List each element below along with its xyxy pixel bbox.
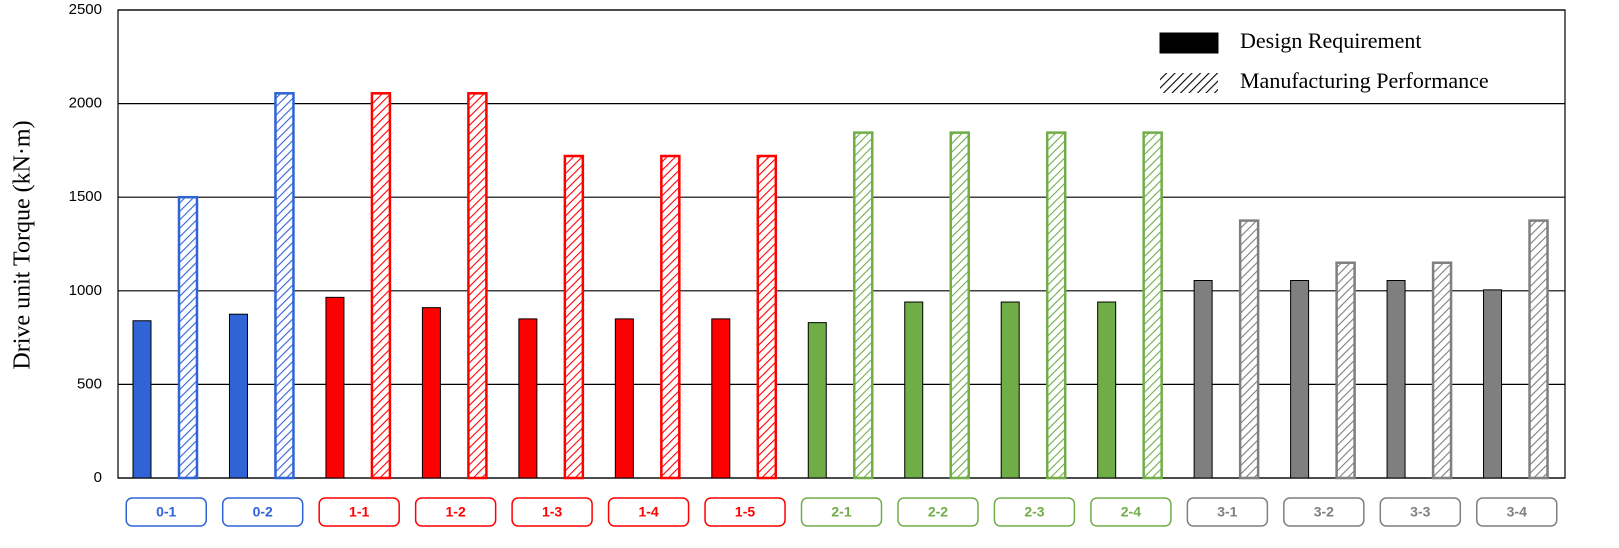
legend-label: Manufacturing Performance: [1240, 68, 1489, 93]
category-box: [1379, 497, 1462, 527]
bar: [1290, 280, 1310, 479]
bar: [660, 154, 681, 480]
bar: [228, 313, 248, 479]
x-tick-label: 1-1: [349, 504, 369, 520]
y-tick-label: 1000: [69, 282, 102, 299]
bar: [177, 195, 199, 480]
category-box: [993, 497, 1076, 527]
x-tick-label: 2-3: [1024, 504, 1044, 520]
y-tick-label: 2000: [69, 95, 102, 112]
bar: [711, 318, 731, 479]
bar: [1000, 301, 1020, 479]
bar: [132, 320, 152, 479]
x-tick-label: 1-3: [542, 504, 562, 520]
x-tick-label: 3-1: [1217, 504, 1237, 520]
bar: [370, 92, 392, 480]
bar: [1045, 131, 1067, 480]
category-box: [704, 497, 786, 527]
bar: [274, 92, 295, 480]
x-tick-label: 3-2: [1314, 504, 1334, 520]
category-box: [1090, 497, 1172, 527]
bar: [807, 322, 827, 479]
y-axis-label: Drive unit Torque (kN·m): [10, 120, 36, 369]
bar: [467, 92, 488, 480]
legend-label: Design Requirement: [1240, 28, 1421, 53]
x-tick-label: 1-2: [446, 504, 466, 520]
category-box: [511, 497, 593, 527]
x-tick-label: 3-4: [1507, 504, 1527, 520]
bar: [1097, 301, 1117, 479]
bar: [421, 307, 441, 479]
x-tick-label: 0-2: [253, 504, 273, 520]
y-tick-label: 2500: [69, 1, 102, 18]
x-tick-label: 1-5: [735, 504, 755, 520]
bar: [904, 301, 924, 479]
x-tick-label: 2-1: [831, 504, 851, 520]
category-box: [414, 497, 497, 527]
bar: [563, 154, 585, 480]
category-box: [897, 497, 979, 527]
plot-frame: [117, 9, 1566, 479]
bar: [325, 296, 345, 479]
bar: [614, 318, 634, 479]
category-box: [607, 497, 690, 527]
y-tick-label: 0: [94, 469, 102, 486]
x-tick-label: 0-1: [156, 504, 176, 520]
x-tick-label: 3-3: [1410, 504, 1430, 520]
y-tick-label: 500: [77, 375, 102, 392]
category-box: [125, 497, 207, 527]
bar: [1193, 280, 1213, 479]
bar: [1238, 219, 1260, 480]
category-box: [1186, 497, 1269, 527]
bar: [853, 131, 874, 480]
x-tick-label: 2-4: [1121, 504, 1141, 520]
legend-swatch: [1160, 73, 1218, 93]
x-tick-label: 2-2: [928, 504, 948, 520]
x-tick-label: 1-4: [638, 504, 658, 520]
bar: [949, 131, 970, 480]
bar: [1483, 289, 1503, 479]
bar: [1142, 131, 1163, 480]
legend-swatch: [1159, 32, 1219, 54]
category-box: [318, 497, 400, 527]
category-box: [1476, 497, 1558, 527]
bar: [518, 318, 538, 479]
y-tick-label: 1500: [69, 188, 102, 205]
bar: [1431, 261, 1453, 480]
category-box: [800, 497, 883, 527]
bar: [1528, 219, 1549, 480]
category-box: [1283, 497, 1365, 527]
bar: [1386, 280, 1406, 479]
bar: [1335, 261, 1356, 480]
bar: [756, 154, 778, 480]
category-box: [221, 497, 304, 527]
